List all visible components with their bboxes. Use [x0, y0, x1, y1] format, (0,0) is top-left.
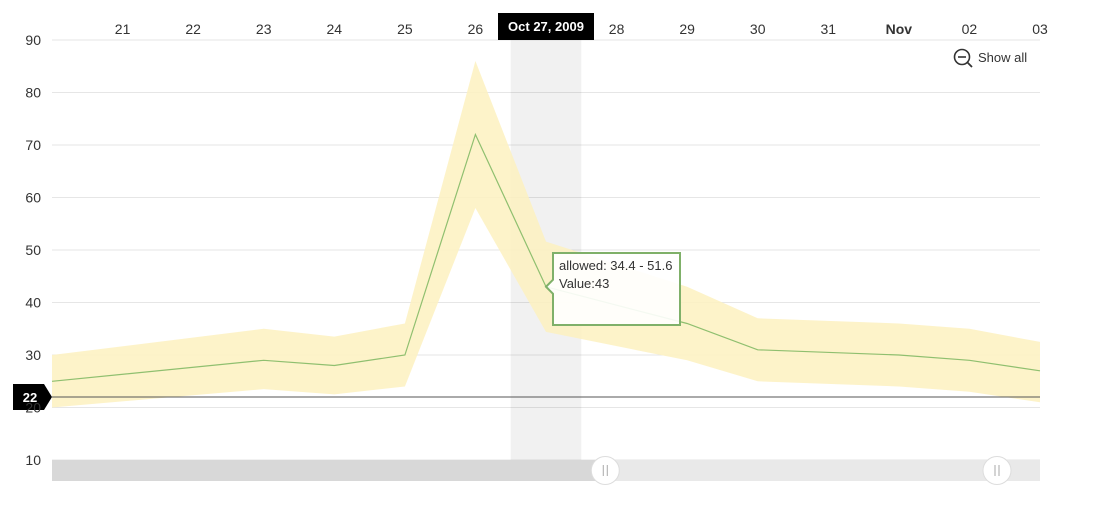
y-tick-label: 50 — [25, 242, 41, 258]
cursor-date-label: Oct 27, 2009 — [508, 19, 584, 34]
scrollbar-right-handle[interactable] — [983, 457, 1011, 485]
x-tick-label: 28 — [609, 21, 625, 37]
y-tick-label: 60 — [25, 190, 41, 206]
show-all-button[interactable]: Show all — [955, 50, 1028, 68]
x-tick-label: 26 — [468, 21, 484, 37]
x-tick-label: 29 — [679, 21, 695, 37]
x-tick-label: Nov — [886, 21, 913, 37]
y-tick-label: 30 — [25, 347, 41, 363]
x-tick-label: 02 — [962, 21, 978, 37]
y-tick-label: 70 — [25, 137, 41, 153]
y-tick-label: 80 — [25, 85, 41, 101]
y-axis: 10 20 30 40 50 60 70 80 90 — [25, 32, 41, 468]
x-tick-label: 31 — [820, 21, 836, 37]
x-tick-label: 21 — [115, 21, 131, 37]
x-tick-label: 30 — [750, 21, 766, 37]
x-tick-label: 03 — [1032, 21, 1048, 37]
x-axis: 21 22 23 24 25 26 Oct 27, 2009 28 29 30 31 Nov 02 03 — [115, 13, 1048, 40]
y-tick-label: 20 — [25, 400, 41, 416]
show-all-label: Show all — [978, 50, 1027, 65]
tooltip-range: allowed: 34.4 - 51.6 — [559, 258, 672, 273]
scrollbar-unselected — [52, 460, 605, 481]
handle-knob — [591, 457, 619, 485]
y-tick-label: 40 — [25, 295, 41, 311]
x-tick-label: 23 — [256, 21, 272, 37]
x-tick-label: 24 — [326, 21, 342, 37]
x-tick-label: 22 — [185, 21, 201, 37]
tooltip-layer: allowed: 34.4 - 51.6 Value:43 — [546, 253, 680, 325]
scrollbar-left-handle[interactable] — [591, 457, 619, 485]
scrollbar[interactable] — [52, 457, 1040, 485]
handle-knob — [983, 457, 1011, 485]
tooltip-value: Value:43 — [559, 276, 609, 291]
x-tick-label: 25 — [397, 21, 413, 37]
y-tick-label: 90 — [25, 32, 41, 48]
zoom-out-icon — [955, 50, 973, 68]
y-tick-label: 10 — [25, 452, 41, 468]
